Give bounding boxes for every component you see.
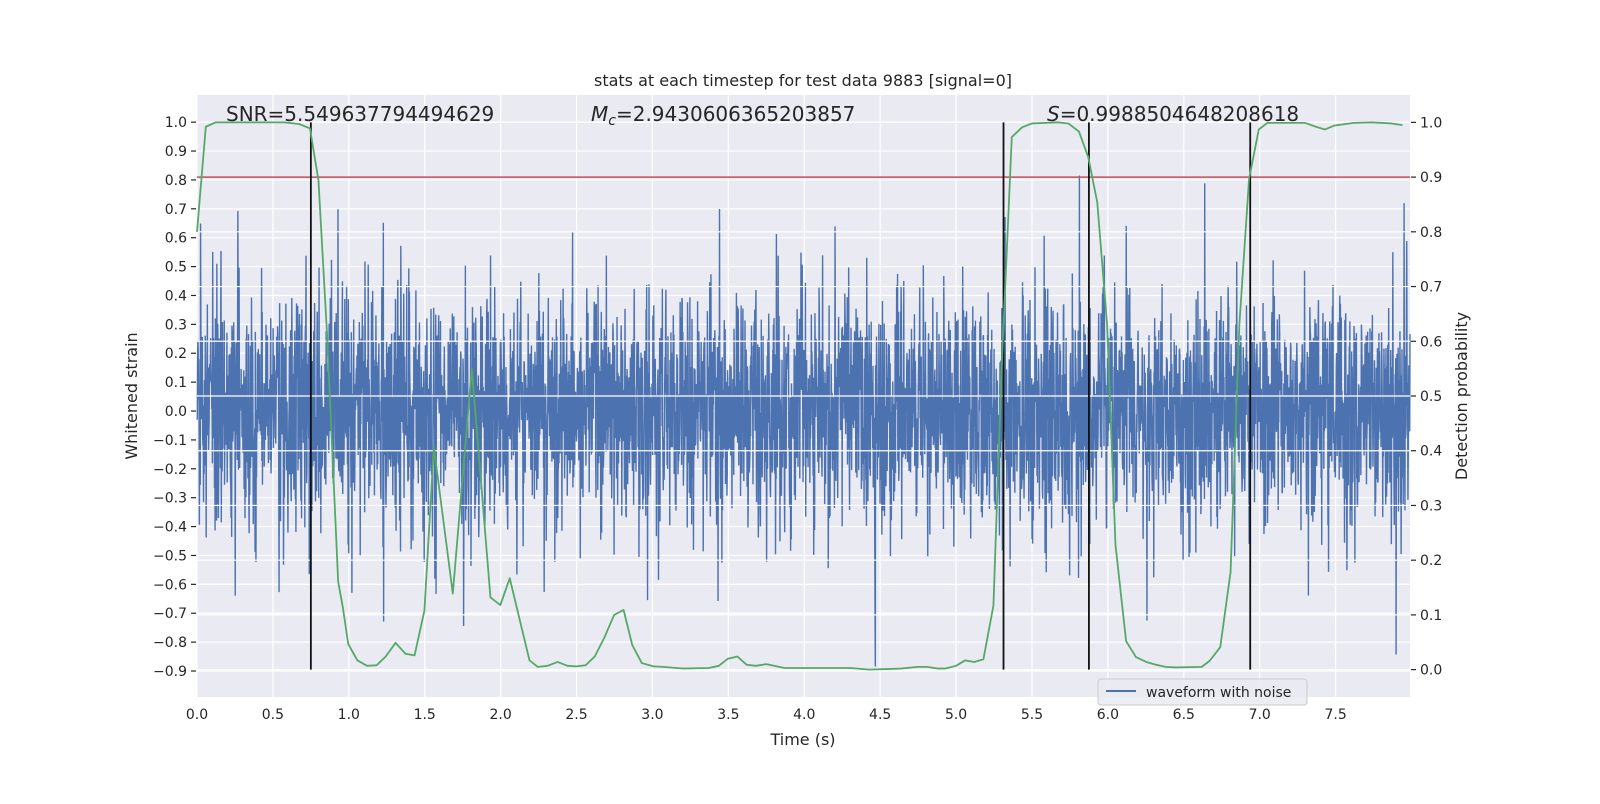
y-axis-label-left: Whitened strain [122, 332, 141, 459]
y-left-tick-label: −0.7 [153, 606, 187, 622]
y-left-tick-label: 0.7 [165, 202, 187, 218]
y-left-tick-label: −0.6 [153, 577, 187, 593]
x-tick-label: 6.0 [1097, 707, 1119, 723]
y-axis-label-right: Detection probability [1452, 312, 1471, 480]
legend-label-waveform: waveform with noise [1146, 685, 1291, 701]
x-tick-label: 4.5 [869, 707, 891, 723]
y-left-tick-label: −0.2 [153, 462, 187, 478]
s-annotation: S=0.9988504648208618 [1047, 102, 1299, 126]
y-left-tick-label: −0.1 [153, 433, 187, 449]
y-left-tick-label: 0.4 [165, 288, 187, 304]
x-tick-label: 7.5 [1324, 707, 1346, 723]
y-left-tick-label: 0.3 [165, 317, 187, 333]
x-tick-label: 1.0 [338, 707, 360, 723]
x-tick-label: 3.5 [717, 707, 739, 723]
overlay-lines [196, 121, 1410, 671]
legend-box [1097, 678, 1308, 706]
y-right-tick-label: 0.4 [1420, 444, 1442, 460]
x-tick-label: 3.0 [641, 707, 663, 723]
x-tick-label: 2.5 [565, 707, 587, 723]
y-left-tick-label: 1.0 [165, 115, 187, 131]
y-right-tick-label: 0.3 [1420, 498, 1442, 514]
y-right-tick-label: 0.6 [1420, 334, 1442, 350]
x-axis-label: Time (s) [769, 730, 835, 749]
y-left-tick-label: 0.0 [165, 404, 187, 420]
y-left-tick-label: −0.8 [153, 635, 187, 651]
y-right-tick-label: 0.8 [1420, 225, 1442, 241]
y-left-tick-label: 0.8 [165, 173, 187, 189]
y-left-tick-label: 0.2 [165, 346, 187, 362]
y-left-tick-label: −0.9 [153, 664, 187, 680]
y-right-tick-label: 0.7 [1420, 280, 1442, 296]
x-tick-label: 4.0 [793, 707, 815, 723]
legend: waveform with noise [1097, 678, 1308, 706]
chirp-mass-annotation: Mc=2.9430606365203857 [591, 102, 855, 129]
s-value: =0.9988504648208618 [1060, 102, 1299, 126]
probability-line [196, 121, 1403, 671]
x-tick-label: 7.0 [1249, 707, 1271, 723]
y-left-tick-label: −0.4 [153, 520, 187, 536]
y-left-tick-label: 0.6 [165, 231, 187, 247]
x-tick-label: 0.5 [262, 707, 284, 723]
tick-labels: 0.0 0.5 1.0 1.5 2.0 2.5 3.0 3.5 4.0 4.5 5.0 5.5 6.0 6… [153, 115, 1442, 723]
waveform-series [196, 175, 1411, 667]
x-tick-label: 1.5 [414, 707, 436, 723]
y-right-tick-label: 1.0 [1420, 115, 1442, 131]
x-tick-label: 6.5 [1173, 707, 1195, 723]
snr-annotation: SNR=5.549637794494629 [226, 102, 494, 126]
y-left-tick-label: 0.9 [165, 144, 187, 160]
y-left-tick-label: 0.5 [165, 260, 187, 276]
y-right-tick-label: 0.2 [1420, 553, 1442, 569]
x-tick-label: 5.5 [1021, 707, 1043, 723]
mc-value: =2.9430606365203857 [616, 102, 855, 126]
mc-subscript: c [608, 113, 616, 129]
y-right-tick-label: 0.1 [1420, 608, 1442, 624]
y-left-tick-label: 0.1 [165, 375, 187, 391]
y-right-tick-label: 0.5 [1420, 389, 1442, 405]
x-tick-label: 5.0 [945, 707, 967, 723]
x-tick-label: 2.0 [489, 707, 511, 723]
y-right-tick-label: 0.0 [1420, 663, 1442, 679]
s-symbol: S [1047, 102, 1060, 126]
mc-symbol: M [591, 102, 608, 126]
y-right-tick-label: 0.9 [1420, 170, 1442, 186]
y-left-tick-label: −0.5 [153, 548, 187, 564]
x-tick-label: 0.0 [186, 707, 208, 723]
chart-title: stats at each timestep for test data 988… [594, 71, 1012, 90]
waveform-line [196, 175, 1411, 667]
y-left-tick-label: −0.3 [153, 491, 187, 507]
